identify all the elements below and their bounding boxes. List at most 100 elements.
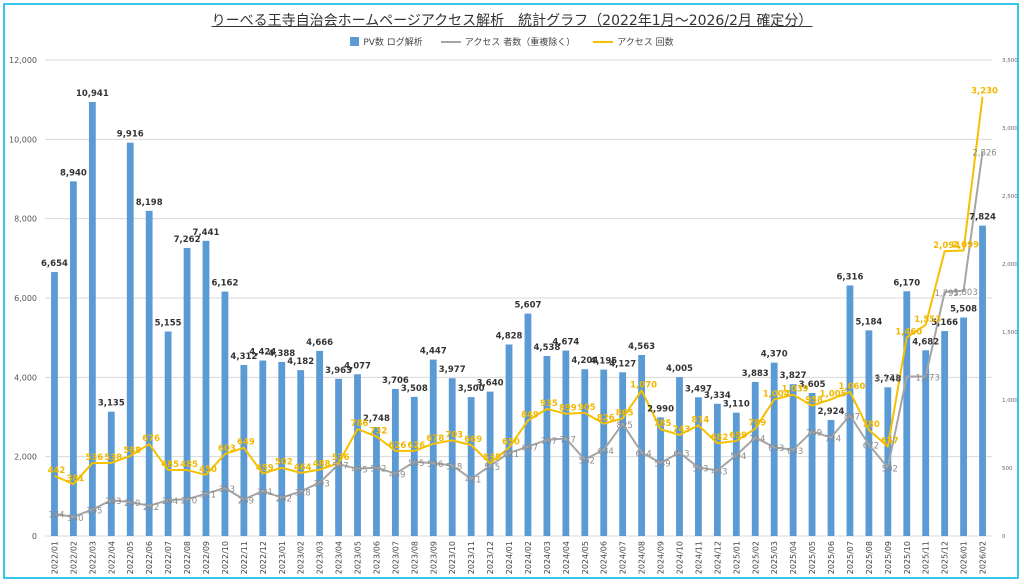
bar-data-label: 3,977	[439, 365, 466, 375]
right-axis-tick-label: 500	[1002, 466, 1013, 472]
accesses-data-label: 699	[729, 431, 747, 441]
visitors-extra-label: 1,173	[876, 373, 900, 383]
bar-data-label: 4,005	[666, 364, 693, 374]
visitors-data-label: 264	[162, 497, 178, 507]
x-axis-tick-label: 2022/09	[202, 541, 211, 574]
accesses-data-label: 682	[710, 433, 728, 443]
x-axis-tick-label: 2025/06	[827, 541, 836, 574]
bar	[429, 359, 437, 536]
bar-data-label: 4,388	[268, 349, 295, 359]
bar-data-label: 3,748	[874, 374, 901, 384]
bar	[524, 313, 532, 536]
bar-data-label: 6,170	[893, 278, 920, 288]
x-axis-tick-label: 2023/05	[354, 541, 363, 574]
bar-data-label: 9,916	[117, 130, 144, 140]
x-axis-tick-label: 2025/07	[846, 541, 855, 574]
visitors-data-label: 502	[370, 465, 386, 475]
visitors-data-label: 421	[465, 476, 481, 486]
chart-legend: PV数 ログ解析 アクセス 者数（重複除く） アクセス 回数	[0, 35, 1024, 48]
accesses-data-label: 849	[521, 411, 539, 421]
bar-data-label: 5,607	[515, 301, 542, 311]
visitors-data-label: 769	[806, 428, 822, 438]
visitors-data-label: 594	[730, 452, 746, 462]
bar-data-label: 2,990	[647, 404, 674, 414]
accesses-data-label: 626	[389, 441, 407, 451]
visitors-data-label: 518	[446, 463, 462, 473]
legend-label-visitors: アクセス 者数（重複除く）	[464, 38, 576, 48]
visitors-data-label: 269	[238, 496, 254, 506]
accesses-data-label: 786	[351, 419, 369, 429]
x-axis-tick-label: 2024/08	[638, 541, 647, 574]
accesses-data-label: 2,099	[952, 241, 979, 251]
bar-data-label: 3,640	[477, 379, 504, 389]
x-axis-tick-label: 2022/02	[69, 541, 78, 574]
visitors-data-label: 613	[673, 450, 689, 460]
accesses-data-label: 865	[616, 408, 634, 418]
bar	[145, 210, 153, 536]
bar	[183, 247, 191, 536]
visitors-data-label: 562	[579, 457, 595, 467]
x-axis-tick-label: 2023/03	[316, 541, 325, 574]
series-line-visitors	[54, 151, 984, 518]
visitors-data-label: 483	[711, 467, 727, 477]
right-axis-tick-label: 3,000	[1002, 126, 1018, 132]
legend-label-pv: PV数 ログ解析	[363, 38, 423, 48]
x-axis-tick-label: 2024/06	[600, 541, 609, 574]
bar	[903, 291, 911, 536]
bar-data-label: 4,828	[496, 331, 523, 341]
legend-swatch-accesses	[593, 40, 614, 43]
bar-data-label: 8,198	[136, 198, 163, 208]
accesses-data-label: 657	[881, 437, 899, 447]
bar	[770, 362, 778, 536]
bar-data-label: 4,538	[533, 343, 560, 353]
visitors-data-label: 672	[863, 442, 879, 452]
x-axis-tick-label: 2026/02	[979, 541, 988, 574]
x-axis-tick-label: 2024/12	[713, 541, 722, 574]
left-axis-tick-label: 10,000	[9, 135, 37, 144]
bar	[657, 417, 664, 536]
visitors-data-label: 263	[105, 497, 121, 507]
x-axis-tick-label: 2023/06	[372, 541, 381, 574]
bar	[240, 364, 248, 536]
bar-data-label: 6,316	[837, 272, 864, 282]
accesses-data-label: 1,460	[895, 327, 922, 337]
accesses-data-label: 678	[426, 434, 444, 444]
x-axis-tick-label: 2022/11	[240, 541, 249, 574]
legend-item-visitors: アクセス 者数（重複除く）	[440, 35, 576, 48]
accesses-data-label: 669	[464, 435, 482, 445]
x-axis-tick-label: 2023/12	[486, 541, 495, 574]
visitors-data-label: 707	[541, 437, 557, 447]
visitors-data-label: 657	[522, 444, 538, 454]
accesses-data-label: 1,039	[782, 385, 809, 395]
x-axis-tick-label: 2024/07	[619, 541, 628, 574]
x-axis-tick-label: 2024/10	[675, 541, 684, 574]
bar-data-label: 6,162	[211, 279, 238, 289]
right-axis-tick-label: 2,000	[1002, 262, 1018, 268]
bar	[562, 350, 570, 536]
bar-data-label: 3,135	[98, 399, 125, 409]
accesses-data-label: 1,005	[820, 389, 847, 399]
accesses-data-label: 958	[805, 396, 823, 406]
accesses-data-label: 603	[218, 444, 236, 454]
accesses-data-label: 814	[692, 415, 710, 425]
visitors-data-label: 825	[617, 421, 633, 431]
visitors-data-label: 270	[181, 496, 197, 506]
right-axis-tick-label: 2,500	[1002, 194, 1018, 200]
bar-data-label: 4,195	[590, 357, 617, 367]
accesses-data-label: 1,553	[914, 315, 941, 325]
bar	[391, 388, 399, 536]
bar-data-label: 4,674	[552, 338, 579, 348]
bar	[316, 350, 324, 536]
accesses-data-label: 649	[237, 438, 255, 448]
accesses-data-label: 459	[256, 464, 274, 474]
accesses-data-label: 464	[294, 463, 312, 473]
accesses-data-label: 502	[275, 458, 293, 468]
x-axis-tick-label: 2024/11	[694, 541, 703, 574]
bar-data-label: 3,500	[458, 384, 485, 394]
bar-data-label: 4,127	[609, 359, 636, 369]
accesses-data-label: 2,094	[933, 241, 960, 251]
x-axis-tick-label: 2023/07	[391, 541, 400, 574]
legend-swatch-visitors	[440, 40, 461, 43]
bar	[600, 369, 608, 536]
bar	[354, 374, 361, 536]
